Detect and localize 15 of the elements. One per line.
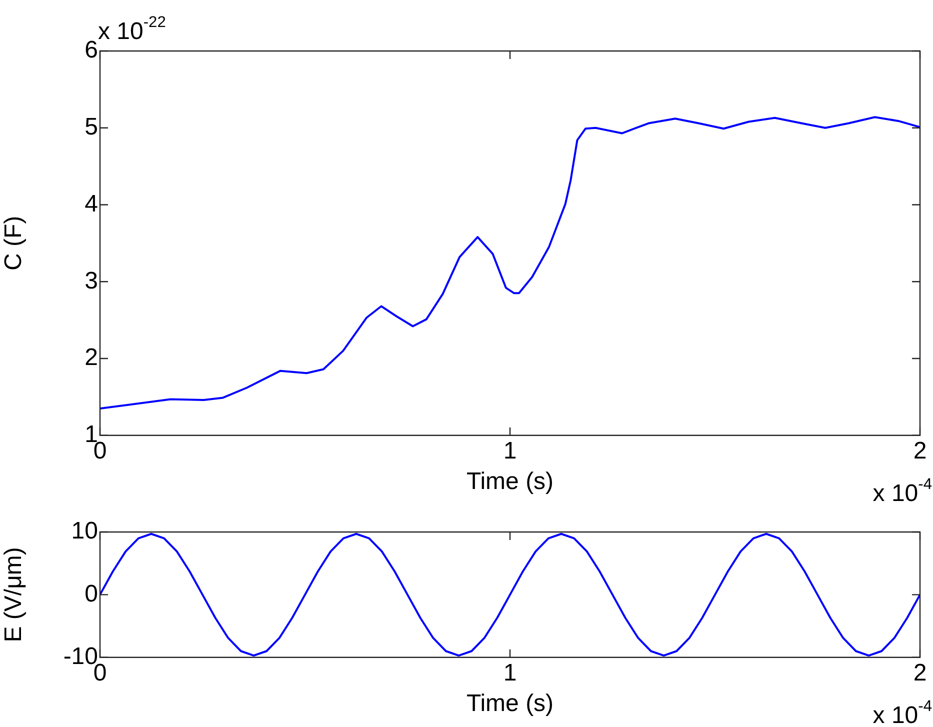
y-tick-label: 3 bbox=[84, 267, 98, 294]
y-tick-label: 0 bbox=[84, 580, 98, 608]
x-tick-label: 2 bbox=[913, 659, 927, 686]
x-axis-title: Time (s) bbox=[466, 468, 554, 496]
y-axis-title: E (V/μm) bbox=[0, 547, 28, 642]
y-tick-label: 2 bbox=[84, 344, 98, 372]
x-tick-label: 1 bbox=[503, 659, 517, 686]
y-tick-label: 10 bbox=[71, 518, 98, 545]
y-axis-title: C (F) bbox=[0, 216, 28, 271]
x-tick-label: 1 bbox=[503, 437, 517, 464]
y-tick-label: 5 bbox=[84, 114, 98, 141]
x-tick-label: 2 bbox=[913, 437, 927, 464]
y-tick-label: 4 bbox=[84, 190, 98, 218]
x-axis-title: Time (s) bbox=[466, 690, 554, 718]
y-tick-label: 6 bbox=[84, 36, 98, 64]
